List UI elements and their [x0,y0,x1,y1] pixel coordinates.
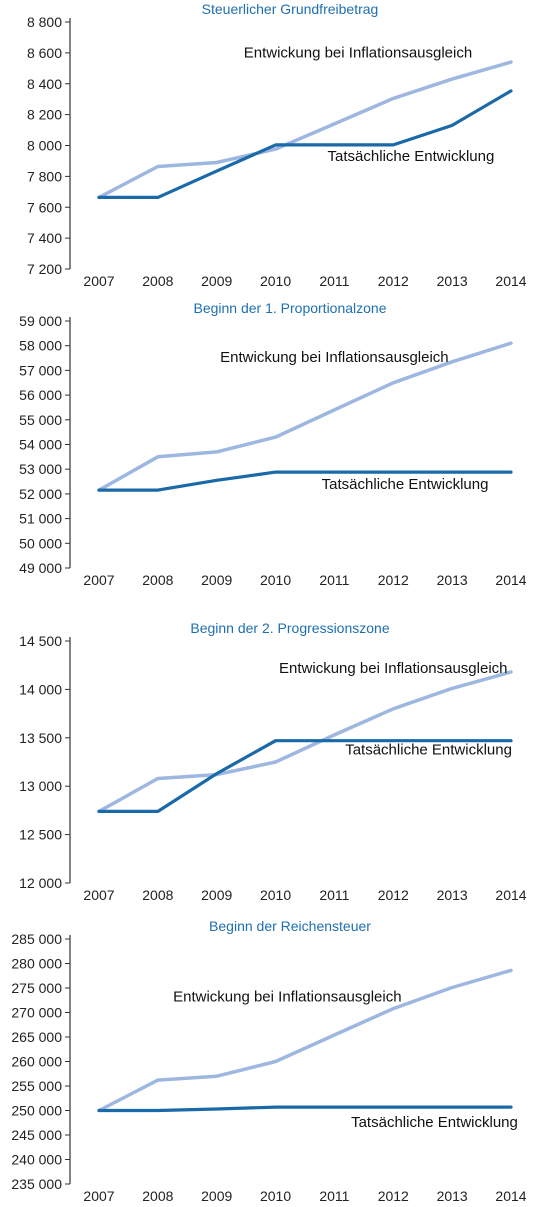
annotation-label: Entwickung bei Inflationsausgleich [173,989,401,1006]
x-tick-label: 2013 [437,273,468,289]
y-tick-label: 8 600 [27,45,62,61]
y-tick-label: 55 000 [19,412,62,428]
x-tick-label: 2010 [260,273,291,289]
y-tick-label: 52 000 [19,486,62,502]
y-tick-label: 7 600 [27,199,62,215]
x-tick-label: 2009 [201,887,232,903]
x-tick-label: 2014 [495,1188,526,1204]
y-tick-label: 59 000 [19,313,62,329]
annotation-label: Tatsächliche Entwicklung [351,1114,518,1131]
x-tick-label: 2007 [83,572,114,588]
x-tick-label: 2014 [495,273,526,289]
x-tick-label: 2009 [201,1188,232,1204]
x-tick-label: 2012 [378,572,409,588]
x-tick-label: 2009 [201,572,232,588]
y-tick-label: 7 200 [27,261,62,277]
x-tick-label: 2007 [83,1188,114,1204]
chart-title: Steuerlicher Grundfreibetrag [202,1,379,17]
y-tick-label: 13 000 [19,778,62,794]
y-tick-label: 7 800 [27,168,62,184]
annotation-label: Entwickung bei Inflationsausgleich [279,660,507,677]
y-tick-label: 53 000 [19,461,62,477]
annotation-label: Tatsächliche Entwicklung [328,148,495,165]
y-tick-label: 49 000 [19,560,62,576]
annotation-label: Tatsächliche Entwicklung [345,741,512,758]
y-tick-label: 14 000 [19,681,62,697]
x-tick-label: 2012 [378,273,409,289]
x-tick-label: 2008 [142,1188,173,1204]
x-tick-label: 2008 [142,887,173,903]
chart-title: Beginn der Reichensteuer [209,918,371,934]
y-tick-label: 265 000 [11,1029,62,1045]
series-line-actual [97,1105,513,1113]
x-tick-label: 2010 [260,1188,291,1204]
x-tick-label: 2014 [495,887,526,903]
y-tick-label: 12 000 [19,875,62,891]
x-tick-label: 2010 [260,572,291,588]
chart-title: Beginn der 2. Progressionszone [190,620,389,636]
x-tick-label: 2010 [260,887,291,903]
y-tick-label: 275 000 [11,980,62,996]
y-tick-label: 250 000 [11,1103,62,1119]
x-tick-label: 2013 [437,887,468,903]
y-tick-label: 14 500 [19,633,62,649]
y-tick-label: 8 000 [27,138,62,154]
y-tick-label: 260 000 [11,1054,62,1070]
y-tick-label: 255 000 [11,1078,62,1094]
series-line-actual [97,470,513,492]
x-tick-label: 2009 [201,273,232,289]
y-tick-label: 245 000 [11,1127,62,1143]
x-tick-label: 2008 [142,273,173,289]
x-tick-label: 2007 [83,273,114,289]
y-tick-label: 7 400 [27,230,62,246]
y-tick-label: 280 000 [11,956,62,972]
y-tick-label: 54 000 [19,437,62,453]
annotation-label: Tatsächliche Entwicklung [322,476,489,493]
y-tick-label: 13 500 [19,730,62,746]
chart-panel-1: Steuerlicher Grundfreibetrag 7 200 7 400 7 … [27,1,527,289]
x-tick-label: 2012 [378,1188,409,1204]
series-line-actual [97,739,513,813]
y-tick-label: 51 000 [19,511,62,527]
y-tick-label: 57 000 [19,362,62,378]
y-tick-label: 8 800 [27,14,62,30]
series-line-inflation [97,670,513,814]
chart-panel-2: Beginn der 1. Proportionalzone 49 000 50 0… [19,300,527,588]
chart-panel-4: Beginn der Reichensteuer 235 000 240 000 24… [11,918,526,1204]
y-tick-label: 8 400 [27,76,62,92]
series-line-actual [97,89,513,199]
x-tick-label: 2008 [142,572,173,588]
y-tick-label: 270 000 [11,1005,62,1021]
series-line-inflation [97,60,513,200]
y-tick-label: 50 000 [19,535,62,551]
y-tick-label: 56 000 [19,387,62,403]
y-tick-label: 285 000 [11,931,62,947]
y-tick-label: 12 500 [19,827,62,843]
x-tick-label: 2011 [319,1188,349,1204]
x-tick-label: 2011 [319,273,349,289]
series-line-inflation [97,968,513,1113]
chart-title: Beginn der 1. Proportionalzone [193,300,386,316]
annotation-label: Entwickung bei Inflationsausgleich [220,349,448,366]
x-tick-label: 2013 [437,1188,468,1204]
x-tick-label: 2011 [319,572,349,588]
annotation-label: Entwickung bei Inflationsausgleich [244,45,472,62]
x-tick-label: 2013 [437,572,468,588]
y-tick-label: 8 200 [27,107,62,123]
x-tick-label: 2014 [495,572,526,588]
y-tick-label: 58 000 [19,338,62,354]
x-tick-label: 2011 [319,887,349,903]
y-tick-label: 235 000 [11,1176,62,1192]
series-line-inflation [97,341,513,492]
chart-panel-3: Beginn der 2. Progressionszone 12 000 12 5… [19,620,527,903]
x-tick-label: 2007 [83,887,114,903]
x-tick-label: 2012 [378,887,409,903]
y-tick-label: 240 000 [11,1152,62,1168]
